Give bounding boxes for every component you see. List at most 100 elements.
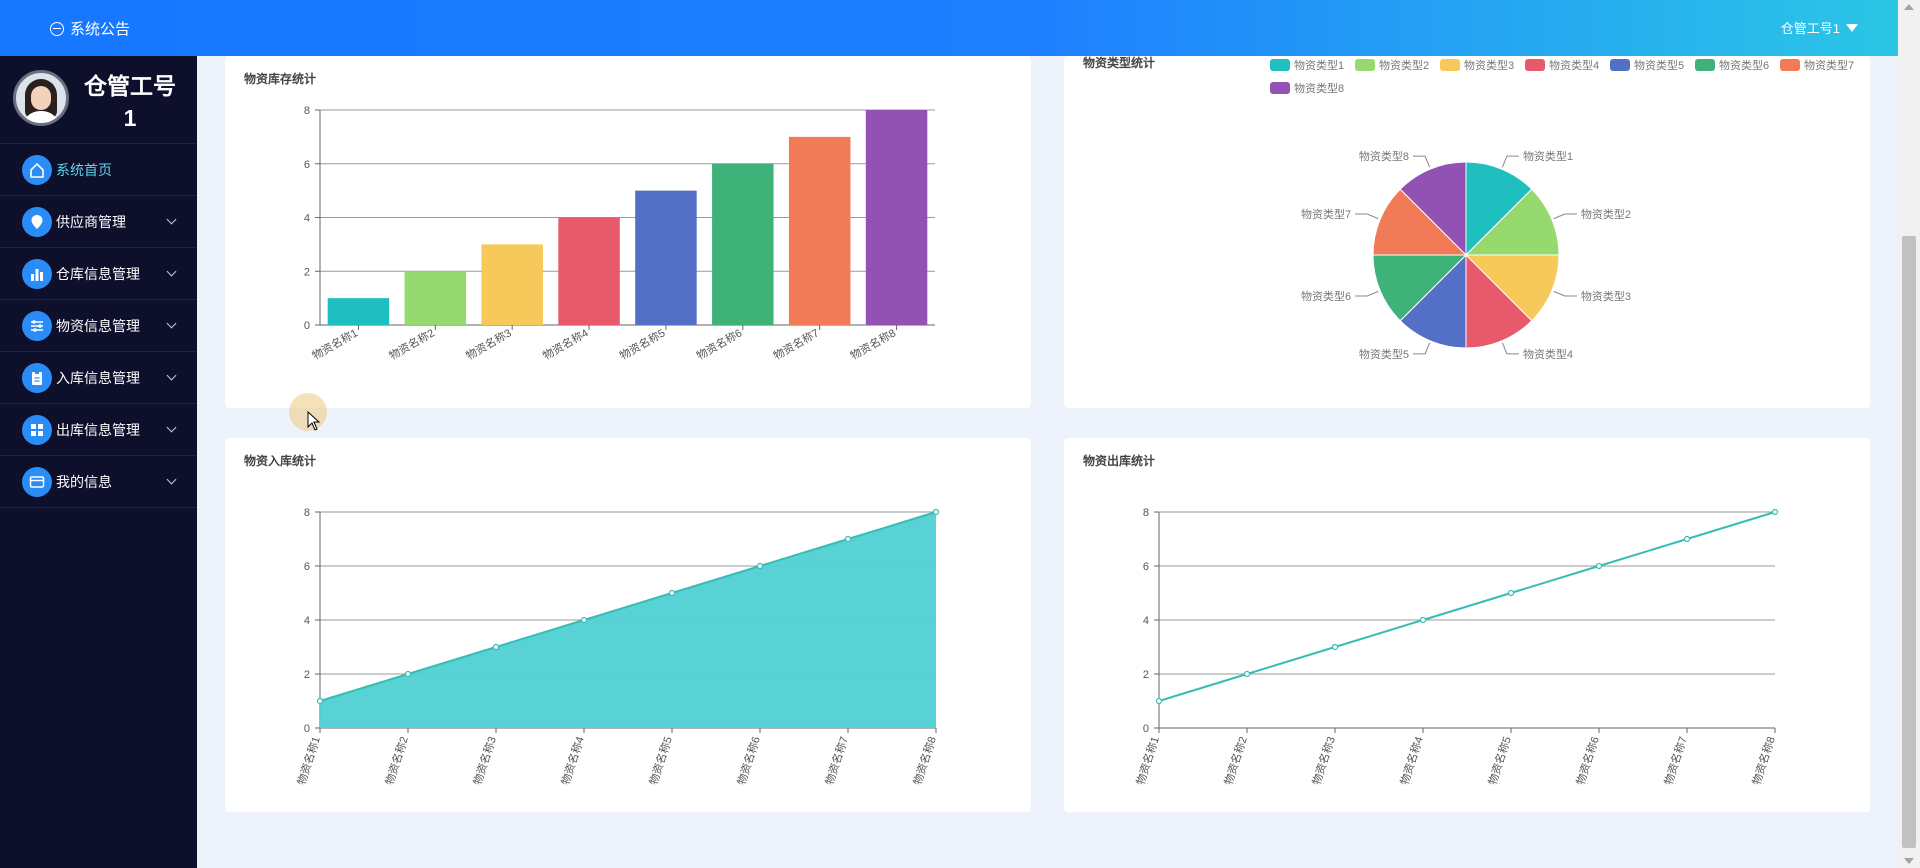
legend-swatch[interactable]	[1695, 59, 1715, 71]
x-tick-label: 物资名称4	[540, 325, 590, 362]
data-point[interactable]	[404, 670, 412, 678]
data-point[interactable]	[1243, 670, 1251, 678]
bar[interactable]	[558, 217, 620, 326]
pie-slice[interactable]	[1465, 253, 1533, 349]
legend-label[interactable]: 物资类型5	[1634, 58, 1684, 72]
profile-name: 仓管工号1	[84, 73, 176, 131]
data-point[interactable]	[1155, 697, 1163, 705]
legend-swatch[interactable]	[1355, 59, 1375, 71]
sidebar-item-6[interactable]: 出库信息管理	[0, 404, 197, 456]
type-chart-card: 物资类型统计 物资类型1 物资类型2 物资类型3 物资类型4 物资类型5 物资类型6 物资类…	[1064, 56, 1870, 408]
sidebar-item-2[interactable]: 供应商管理	[0, 196, 197, 248]
legend-swatch[interactable]	[1270, 59, 1290, 71]
y-tick-label: 4	[1143, 615, 1149, 627]
data-point[interactable]	[932, 508, 940, 516]
pie-slice[interactable]	[1464, 188, 1560, 256]
pie-slice[interactable]	[1399, 161, 1467, 257]
data-point[interactable]	[1683, 535, 1691, 543]
legend-swatch[interactable]	[1270, 82, 1290, 94]
pie-slice[interactable]	[1465, 161, 1533, 257]
sidebar-item-label: 仓库信息管理	[56, 265, 140, 282]
legend-label[interactable]: 物资类型7	[1804, 58, 1854, 72]
pie-label: 物资类型6	[1301, 289, 1351, 303]
data-point[interactable]	[316, 697, 324, 705]
legend-swatch[interactable]	[1610, 59, 1630, 71]
x-tick-label: 物资名称8	[848, 325, 898, 362]
pie-slice[interactable]	[1464, 254, 1560, 322]
area-fill	[320, 512, 936, 728]
stock-chart-title: 物资库存统计	[244, 72, 317, 86]
caret-down-icon	[1846, 23, 1858, 32]
sidebar-item-7[interactable]: 我的信息	[0, 456, 197, 508]
pie-label-line	[1553, 290, 1577, 297]
pie-slice[interactable]	[1399, 253, 1467, 349]
sidebar-item-1[interactable]: 系统首页	[0, 144, 197, 196]
pie-slice[interactable]	[1372, 254, 1468, 322]
x-tick-label: 物资名称7	[1661, 735, 1690, 787]
data-point[interactable]	[1771, 508, 1779, 516]
outbound-chart-title: 物资出库统计	[1083, 454, 1156, 468]
id-card-icon	[22, 466, 52, 497]
map-pin-icon	[22, 206, 52, 237]
page-scrollbar[interactable]	[1898, 0, 1920, 868]
sidebar-item-label: 供应商管理	[56, 213, 126, 230]
y-tick-label: 0	[304, 320, 310, 332]
y-tick-label: 6	[304, 159, 310, 171]
legend-label[interactable]: 物资类型3	[1464, 58, 1514, 72]
chevron-down-icon	[166, 318, 177, 329]
data-point[interactable]	[1595, 562, 1603, 570]
sidebar-item-label: 入库信息管理	[56, 369, 140, 386]
scroll-thumb[interactable]	[1902, 236, 1916, 848]
legend-label[interactable]: 物资类型4	[1549, 58, 1599, 72]
bar[interactable]	[327, 298, 390, 325]
data-point[interactable]	[1419, 616, 1427, 624]
data-point[interactable]	[492, 643, 500, 651]
type-chart-title: 物资类型统计	[1083, 56, 1156, 70]
pie-label: 物资类型5	[1359, 347, 1409, 361]
sidebar-menu: 系统首页供应商管理仓库信息管理物资信息管理入库信息管理出库信息管理 我的信息	[0, 144, 197, 508]
sidebar-item-5[interactable]: 入库信息管理	[0, 352, 197, 404]
pie-slice[interactable]	[1372, 188, 1468, 256]
user-dropdown[interactable]: 仓管工号1	[1781, 18, 1858, 37]
x-tick-label: 物资名称4	[1397, 735, 1426, 787]
home-icon	[22, 154, 52, 185]
legend-label[interactable]: 物资类型1	[1294, 58, 1344, 72]
data-point[interactable]	[1507, 589, 1515, 597]
avatar	[13, 70, 69, 126]
scroll-down-arrow-icon[interactable]	[1904, 858, 1914, 864]
scroll-up-arrow-icon[interactable]	[1904, 4, 1914, 10]
legend-swatch[interactable]	[1525, 59, 1545, 71]
y-tick-label: 2	[1143, 669, 1149, 681]
data-point[interactable]	[844, 535, 852, 543]
data-point[interactable]	[580, 616, 588, 624]
outbound-line-chart: 0 2 4 6 8 物资名称1 物资名称2 物资名称3 物资名称4 物资名称5 物资名称6 物资名称7…	[1133, 507, 1779, 787]
top-header: 系统公告 仓管工号1	[0, 0, 1898, 56]
legend-swatch[interactable]	[1780, 59, 1800, 71]
legend-label[interactable]: 物资类型8	[1294, 81, 1344, 95]
bar[interactable]	[635, 190, 697, 325]
data-point[interactable]	[756, 562, 764, 570]
sidebar-item-4[interactable]: 物资信息管理	[0, 300, 197, 352]
data-point[interactable]	[668, 589, 676, 597]
y-tick-label: 8	[304, 507, 310, 519]
x-tick-label: 物资名称3	[463, 325, 513, 362]
pie-label: 物资类型2	[1581, 207, 1631, 221]
x-tick-label: 物资名称8	[910, 735, 939, 787]
bar[interactable]	[865, 110, 928, 325]
legend-swatch[interactable]	[1440, 59, 1460, 71]
bar[interactable]	[481, 244, 543, 325]
bar[interactable]	[712, 163, 774, 325]
legend-label[interactable]: 物资类型6	[1719, 58, 1769, 72]
x-tick-label: 物资名称1	[1133, 735, 1162, 787]
legend-label[interactable]: 物资类型2	[1379, 58, 1429, 72]
system-notice-link[interactable]: 系统公告	[50, 18, 130, 39]
bar[interactable]	[788, 136, 851, 325]
data-point[interactable]	[1331, 643, 1339, 651]
sidebar-item-3[interactable]: 仓库信息管理	[0, 248, 197, 300]
x-tick-label: 物资名称8	[1749, 735, 1778, 787]
bar[interactable]	[404, 271, 467, 325]
outbound-chart-card: 物资出库统计 0 2 4 6 8 物资名称1 物资名称2 物资名称3 物资名称4 物资名称5 物资名…	[1064, 438, 1870, 812]
grid-icon	[22, 414, 52, 445]
x-tick-label: 物资名称2	[1221, 735, 1250, 787]
pie-label: 物资类型4	[1523, 347, 1573, 361]
